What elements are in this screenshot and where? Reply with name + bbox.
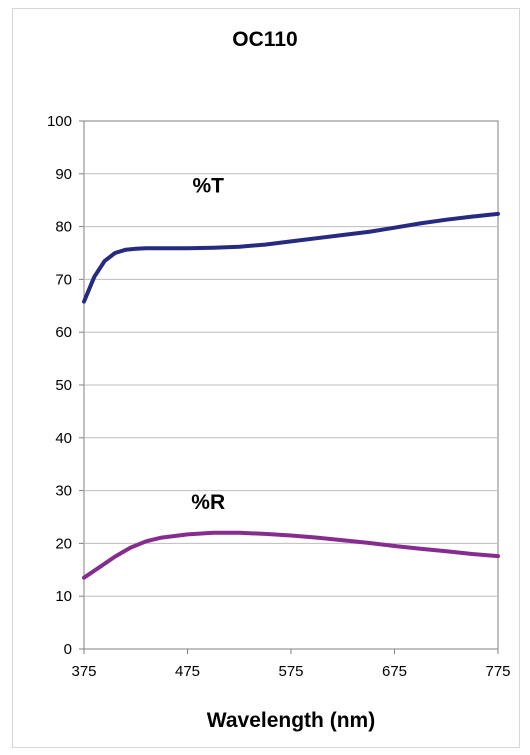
y-tick-label: 80 (55, 219, 72, 236)
y-tick-label: 0 (64, 641, 72, 658)
x-tick-label: 375 (71, 663, 96, 680)
y-tick-label: 100 (47, 113, 72, 130)
grid-lines (84, 173, 498, 597)
y-tick-label: 30 (55, 483, 72, 500)
x-tick-label: 775 (485, 663, 510, 680)
y-tick-label: 70 (55, 271, 72, 288)
series-line (82, 530, 500, 580)
x-tick-labels: 375 475 575 675 775 (71, 649, 511, 680)
series-label: %T (192, 174, 224, 197)
y-tick-label: 20 (55, 535, 72, 552)
x-axis-title: Wavelength (nm) (207, 709, 375, 732)
series-label: %R (191, 491, 225, 514)
y-tick-label: 40 (55, 430, 72, 447)
x-tick-label: 475 (175, 663, 200, 680)
y-tick-labels: 0 10 20 30 40 50 60 70 80 90 100 (47, 113, 84, 658)
y-tick-label: 10 (55, 588, 72, 605)
y-tick-label: 60 (55, 324, 72, 341)
x-tick-label: 575 (278, 663, 303, 680)
series-line (82, 211, 500, 304)
x-tick-label: 675 (382, 663, 407, 680)
series-labels: %T %R (191, 174, 225, 514)
chart-title: OC110 (232, 28, 298, 51)
y-tick-label: 90 (55, 166, 72, 183)
series-lines (82, 211, 500, 580)
y-tick-label: 50 (55, 377, 72, 394)
